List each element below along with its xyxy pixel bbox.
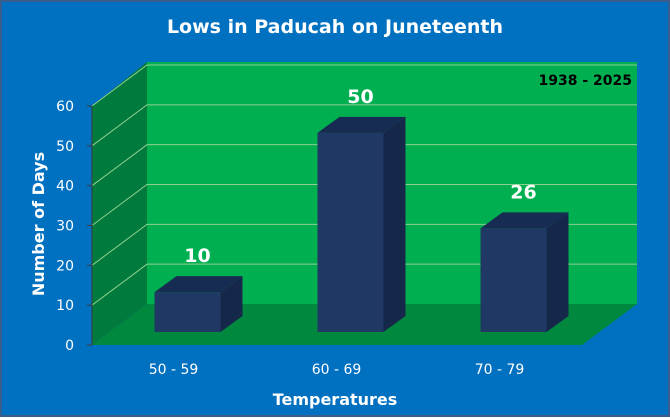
chart-side-wall [92,62,147,345]
gridline [91,104,637,147]
x-tick-labels: 50 - 59 60 - 69 70 - 79 [149,362,525,378]
x-tick-label: 70 - 79 [475,362,525,378]
y-tick-label: 20 [56,258,74,274]
bar-side [546,212,569,332]
gridline [91,184,637,226]
x-tick-label: 60 - 69 [312,362,362,378]
y-tick-label: 40 [56,179,74,195]
year-range-annotation: 1938 - 2025 [539,73,633,89]
y-tick-label: 60 [56,99,74,115]
chart-title: Lows in Paducah on Juneteenth [167,16,503,38]
gridline [91,64,637,107]
bar-value-label: 26 [510,181,536,203]
bar-front [317,132,384,332]
y-tick-labels: 0 10 20 30 40 50 60 [56,99,92,354]
bar-front [480,228,547,332]
gridline [91,263,637,306]
bars: 10 50 26 [154,86,569,332]
y-tick-label: 50 [56,139,74,155]
gridline [91,144,637,187]
x-axis-label: Temperatures [273,390,398,409]
y-tick-label: 30 [56,219,74,235]
gridline [91,223,637,266]
bar-value-label: 50 [347,86,373,108]
bar-top [480,212,569,229]
bar-front [154,292,221,332]
bar-value-label: 10 [184,245,210,267]
bar-side [220,276,243,332]
bar-top [154,276,243,293]
bar-top [317,116,406,133]
bar-side [383,116,406,332]
y-tick-label: 0 [65,338,74,354]
gridlines [91,64,637,306]
y-axis-label: Number of Days [29,152,48,296]
x-tick-label: 50 - 59 [149,362,199,378]
y-tick-label: 10 [56,298,74,314]
